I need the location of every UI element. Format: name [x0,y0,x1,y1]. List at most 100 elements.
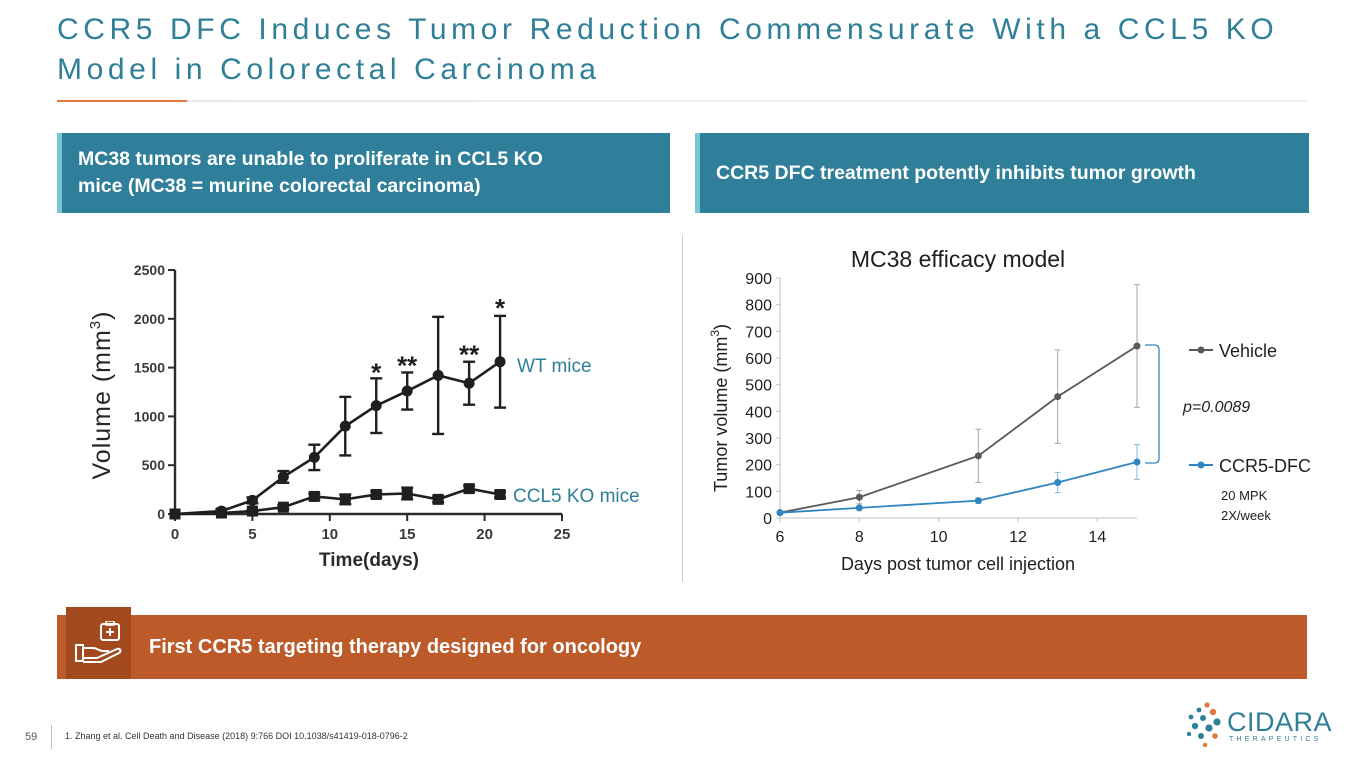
y-tick-label: 2000 [134,311,165,327]
y-tick-label: 400 [745,404,772,421]
ccl5-ko-point [370,488,382,500]
wt-mice-point [246,494,258,506]
x-axis-label: Days post tumor cell injection [841,554,1075,574]
ccr5-dfc-point [776,509,784,517]
y-tick-label: 300 [745,431,772,448]
footnote: 1. Zhang et al. Cell Death and Disease (… [65,731,408,741]
x-tick-label: 20 [476,526,493,543]
ccl5-ko-point [215,507,227,519]
wt-mice-point [463,377,475,389]
ccl5-ko-point [169,508,181,520]
y-tick-label: 0 [157,506,165,522]
p-value: p=0.0089 [1182,399,1250,416]
x-tick-label: 15 [399,526,416,543]
y-axis-label-close: ) [88,311,116,320]
y-axis-label: Volume (mm3) [87,311,116,480]
y-axis-label-superscript: 3 [708,330,722,337]
wt-mice-point [494,356,506,368]
right-panel-header: CCR5 DFC treatment potently inhibits tum… [695,133,1309,213]
slide-title: CCR5 DFC Induces Tumor Reduction Commens… [57,10,1317,90]
vehicle-line [779,345,1138,514]
ccr5-dfc-point [1133,458,1141,466]
y-tick-label: 500 [745,378,772,395]
y-axis-label-superscript: 3 [87,320,104,329]
x-tick-label: 14 [1088,529,1106,546]
x-tick-label: 12 [1009,529,1027,546]
bottom-banner: First CCR5 targeting therapy designed fo… [57,607,1307,679]
significance-bracket [1145,344,1160,464]
wt-mice-point [277,471,289,483]
y-tick-label: 1000 [134,408,165,424]
legend-ccr5-dfc: CCR5-DFC [1219,456,1311,476]
title-line-2: Model in Colorectal Carcinoma [57,53,601,86]
page-number: 59 [25,731,38,743]
wt-mice-point [370,400,382,412]
ccl5-ko-point [339,493,351,505]
ccl5-ko-point [308,490,320,502]
mc38-efficacy-chart: MC38 efficacy model 6 8 10 12 14 0 100 200 300 40… [708,246,1311,574]
logo-dots-icon [1186,702,1221,748]
vehicle-point [974,452,982,460]
wt-mice-point [401,385,413,397]
vehicle-point [1054,393,1062,401]
ccl5-ko-point [246,505,258,517]
y-axis-label-close: ) [711,324,731,330]
footer-divider [51,725,52,749]
logo-name: CIDARA [1227,707,1333,737]
title-underline [57,100,1307,102]
significance-asterisk: ** [459,340,480,370]
wt-mice-point [308,451,320,463]
ccl5-ko-point [401,488,413,500]
legend-ccr5-marker [1197,461,1205,469]
x-tick-label: 10 [930,529,948,546]
chart-title: MC38 efficacy model [851,246,1065,272]
y-tick-label: 600 [745,351,772,368]
x-tick-label: 5 [248,526,256,543]
ccr5-dfc-point [855,504,863,512]
logo-subtitle: THERAPEUTICS [1229,736,1322,743]
y-axis-label-main: Volume (mm [88,329,116,479]
banner-text: First CCR5 targeting therapy designed fo… [149,636,642,658]
legend-ccl5-ko-mice: CCL5 KO mice [513,486,640,507]
vehicle-point [855,493,863,501]
right-header-text: CCR5 DFC treatment potently inhibits tum… [716,161,1196,184]
cidara-logo: CIDARA THERAPEUTICS [1185,700,1333,750]
x-tick-label: 8 [855,529,864,546]
dose-line-2: 2X/week [1221,508,1271,523]
dose-line-1: 20 MPK [1221,488,1268,503]
x-tick-label: 25 [554,526,571,543]
ccl5-ko-point [494,488,506,500]
title-line-1: CCR5 DFC Induces Tumor Reduction Commens… [57,13,1279,46]
x-axis-label: Time(days) [319,550,419,571]
ccl5-ko-point [463,483,475,495]
y-tick-label: 0 [763,511,772,528]
panel-divider [682,235,683,582]
x-tick-label: 6 [776,529,785,546]
y-tick-label: 100 [745,484,772,501]
significance-asterisk: ** [397,350,418,380]
y-tick-label: 1500 [134,360,165,376]
y-tick-label: 700 [745,324,772,341]
significance-asterisk: * [371,357,382,387]
hand-with-medical-kit-icon [66,607,131,679]
wt-mice-line [174,360,501,516]
ccr5-dfc-line [779,461,1138,514]
y-axis-label-main: Tumor volume (mm [711,337,731,492]
wt-mice-point [432,369,444,381]
ccr5-dfc-point [1054,479,1062,487]
legend-vehicle-marker [1197,346,1205,354]
legend-vehicle: Vehicle [1219,341,1277,361]
y-tick-label: 200 [745,458,772,475]
x-tick-label: 10 [321,526,338,543]
ccl5-ko-point [432,493,444,505]
ccl5-ko-point [277,501,289,513]
left-header-line-1: MC38 tumors are unable to proliferate in… [78,148,543,170]
ccr5-dfc-point [974,497,982,505]
x-tick-label: 0 [171,526,179,543]
y-tick-label: 800 [745,298,772,315]
y-tick-label: 2500 [134,262,165,278]
y-tick-label: 900 [745,271,772,288]
wt-mice-point [339,420,351,432]
legend-wt-mice: WT mice [517,356,592,377]
